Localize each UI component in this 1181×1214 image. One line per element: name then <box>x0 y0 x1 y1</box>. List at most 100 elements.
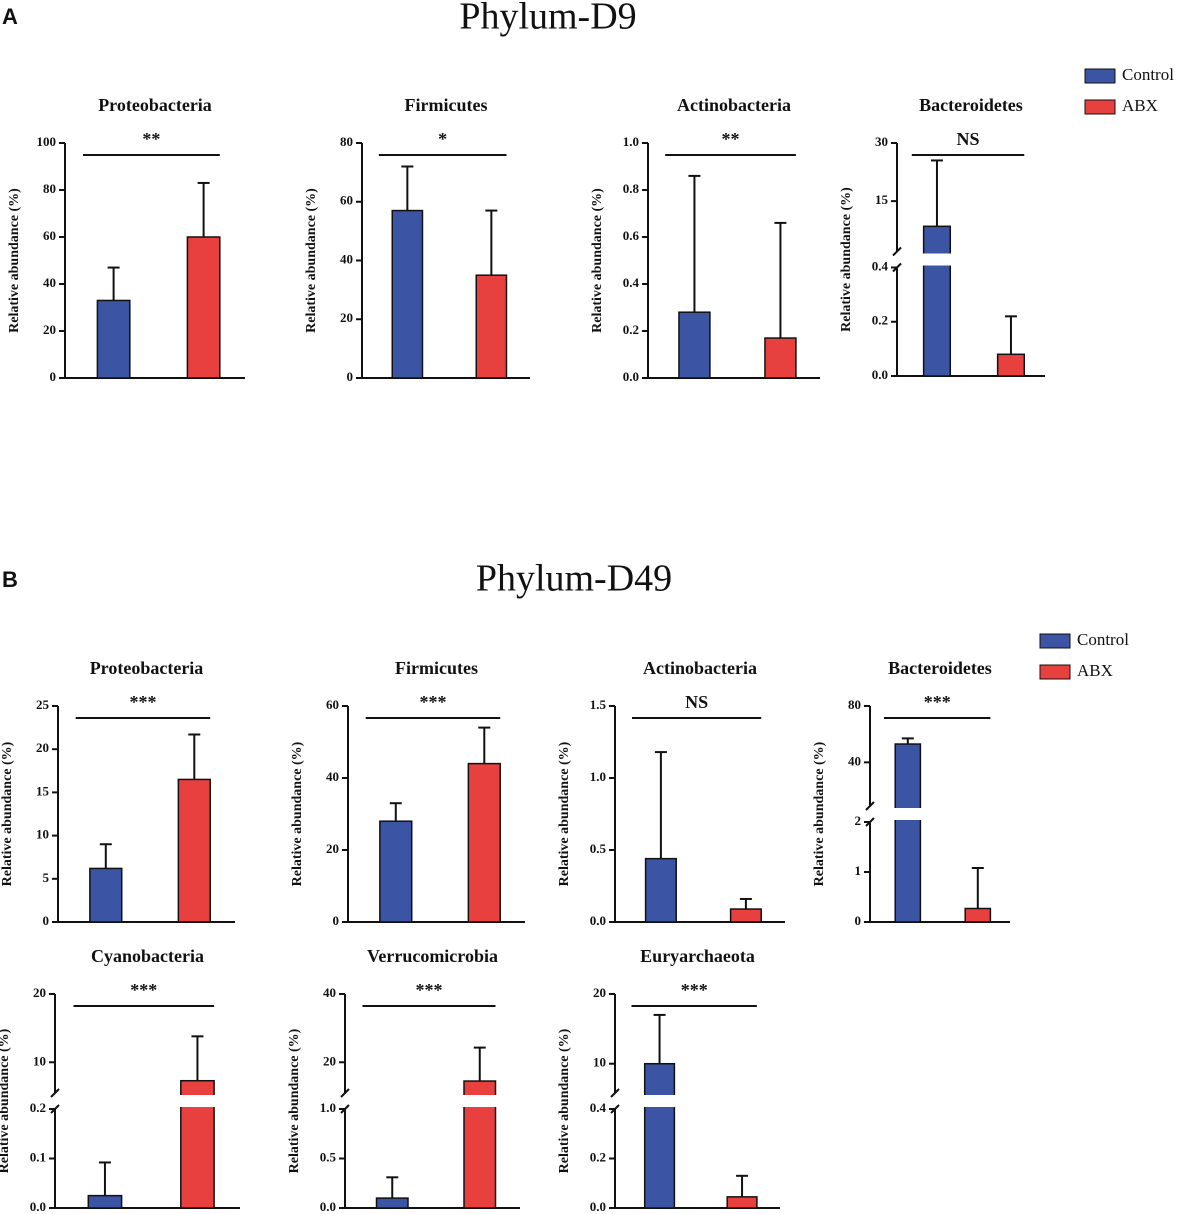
bar-break <box>893 808 923 820</box>
chart-title: Proteobacteria <box>98 95 212 115</box>
legend-swatch <box>1084 68 1116 84</box>
axis-break <box>892 246 902 257</box>
y-tick-label: 10 <box>33 1053 46 1068</box>
significance-label: *** <box>130 980 157 1000</box>
bar <box>87 1194 123 1209</box>
y-tick-label: 0.2 <box>30 1100 46 1115</box>
bar <box>922 225 952 377</box>
y-tick-label: 0.0 <box>590 913 606 928</box>
y-tick-label: 60 <box>43 228 56 243</box>
y-tick-label: 0.0 <box>872 367 888 382</box>
y-tick-label: 100 <box>37 134 57 149</box>
y-tick-label: 40 <box>848 753 861 768</box>
chart-title: Euryarchaeota <box>640 946 755 966</box>
y-tick-label: 0.6 <box>623 228 640 243</box>
y-tick-label: 0 <box>333 913 340 928</box>
bar-break <box>921 253 953 266</box>
legend-label: ABX <box>1122 96 1158 115</box>
bar <box>644 857 677 923</box>
chart-title: Actinobacteria <box>677 95 791 115</box>
y-tick-label: 40 <box>326 769 339 784</box>
bar <box>643 1062 676 1209</box>
bar <box>729 908 762 923</box>
bar <box>996 353 1026 377</box>
chart-title: Firmicutes <box>405 95 488 115</box>
significance-label: NS <box>957 129 980 149</box>
significance-label: *** <box>681 980 708 1000</box>
legend-swatch <box>1084 99 1116 115</box>
y-tick-label: 5 <box>43 870 50 885</box>
y-tick-label: 20 <box>36 740 49 755</box>
y-tick-label: 0.2 <box>623 322 639 337</box>
y-tick-label: 40 <box>323 985 336 1000</box>
y-axis-label: Relative abundance (%) <box>0 741 15 886</box>
y-tick-label: 80 <box>340 134 353 149</box>
chart-title: Actinobacteria <box>643 658 757 678</box>
chart-title: Bacteroidetes <box>919 95 1023 115</box>
y-tick-label: 0.4 <box>623 275 640 290</box>
y-tick-label: 15 <box>36 783 50 798</box>
y-tick-label: 0.4 <box>590 1100 607 1115</box>
y-tick-label: 0.4 <box>872 258 889 273</box>
y-axis-label: Relative abundance (%) <box>304 188 319 333</box>
y-tick-label: 0 <box>43 913 50 928</box>
significance-label: * <box>438 129 447 149</box>
bar <box>678 311 711 379</box>
panel-label: A <box>2 4 18 29</box>
bar <box>726 1196 758 1209</box>
significance-label: *** <box>419 692 446 712</box>
y-axis-label: Relative abundance (%) <box>557 1028 572 1173</box>
y-tick-label: 20 <box>33 985 46 1000</box>
y-tick-label: 1.0 <box>320 1100 336 1115</box>
significance-label: *** <box>924 692 951 712</box>
chart-title: Cyanobacteria <box>91 946 204 966</box>
bar <box>177 778 211 923</box>
bar <box>467 762 501 923</box>
y-tick-label: 40 <box>43 275 56 290</box>
y-tick-label: 0.0 <box>320 1199 336 1214</box>
y-tick-label: 0.0 <box>623 369 639 384</box>
bar <box>186 236 221 379</box>
y-axis-label: Relative abundance (%) <box>839 187 854 332</box>
significance-label: *** <box>129 692 156 712</box>
bar <box>375 1197 409 1209</box>
y-tick-label: 80 <box>43 181 56 196</box>
y-tick-label: 2 <box>855 813 862 828</box>
significance-label: ** <box>142 129 160 149</box>
bar <box>89 867 123 923</box>
legend-label: Control <box>1077 630 1129 649</box>
y-tick-label: 0.5 <box>590 841 607 856</box>
panel-label: B <box>2 567 18 592</box>
y-axis-label: Relative abundance (%) <box>590 188 605 333</box>
y-tick-label: 60 <box>326 697 339 712</box>
y-tick-label: 1.0 <box>623 134 639 149</box>
y-tick-label: 0.8 <box>623 181 640 196</box>
y-tick-label: 80 <box>848 697 861 712</box>
bar <box>764 337 797 379</box>
y-tick-label: 20 <box>593 985 606 1000</box>
chart-title: Verrucomicrobia <box>367 946 498 966</box>
y-tick-label: 1.5 <box>590 697 607 712</box>
y-tick-label: 20 <box>340 310 353 325</box>
panel-title: Phylum-D9 <box>459 0 636 38</box>
y-axis-label: Relative abundance (%) <box>7 188 22 333</box>
bar-break <box>462 1095 498 1107</box>
chart-title: Bacteroidetes <box>888 658 992 678</box>
significance-label: *** <box>416 980 443 1000</box>
legend-label: Control <box>1122 65 1174 84</box>
y-tick-label: 0.1 <box>30 1149 46 1164</box>
legend-label: ABX <box>1077 661 1113 680</box>
bar <box>96 299 131 379</box>
y-tick-label: 1 <box>855 863 862 878</box>
axis-break <box>610 1088 620 1098</box>
y-axis-label: Relative abundance (%) <box>290 741 305 886</box>
legend-swatch <box>1039 633 1071 649</box>
chart-title: Proteobacteria <box>90 658 204 678</box>
y-tick-label: 0 <box>50 369 57 384</box>
bar <box>379 820 413 923</box>
y-tick-label: 0.2 <box>590 1149 606 1164</box>
axis-break <box>340 1088 350 1098</box>
y-tick-label: 30 <box>875 134 888 149</box>
y-axis-label: Relative abundance (%) <box>812 741 827 886</box>
